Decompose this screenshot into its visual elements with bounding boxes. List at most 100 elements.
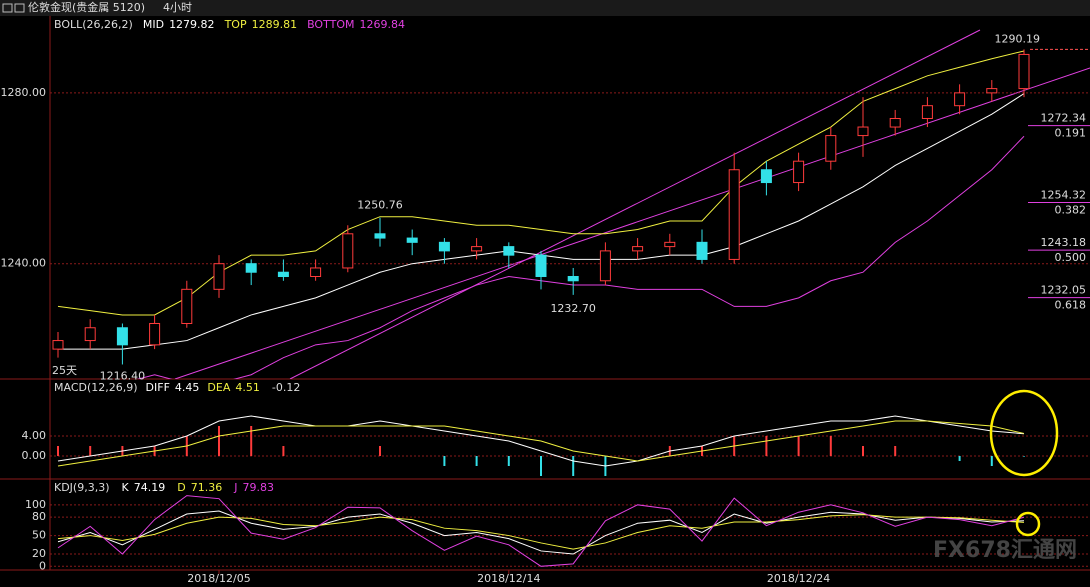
price-annotation: 1250.76 (357, 199, 403, 212)
legend-text: 71.36 (191, 481, 223, 494)
period-label: 25天 (52, 364, 77, 377)
legend-text: 1289.81 (252, 18, 298, 31)
legend-text: 1279.82 (169, 18, 215, 31)
panel (50, 48, 1090, 379)
legend-text: 1269.84 (359, 18, 405, 31)
candle-body (503, 246, 515, 256)
candle-body (374, 233, 386, 239)
legend-text: BOLL(26,26,2) (54, 18, 133, 31)
channel-line (289, 29, 981, 379)
legend-text: K (122, 481, 130, 494)
legend-text: DEA (207, 381, 230, 394)
legend-text: 4.45 (175, 381, 200, 394)
candle-body (1018, 53, 1030, 90)
candle-body (277, 271, 289, 278)
fib-price: 1243.18 (1041, 236, 1087, 249)
legend-text: DIFF (146, 381, 170, 394)
candle-body (728, 169, 740, 260)
legend-text: J (233, 481, 237, 494)
highlight-circle (1015, 511, 1041, 537)
y-tick-label: 4.00 (22, 429, 47, 442)
y-tick-label: 1280.00 (1, 86, 47, 99)
y-tick-label: 50 (32, 529, 46, 542)
candle-body (471, 246, 483, 252)
indicator-line (57, 495, 1025, 567)
candle-body (310, 267, 322, 278)
candle-body (825, 135, 837, 162)
y-tick-label: 1240.00 (1, 257, 47, 270)
x-tick-label: 2018/12/05 (187, 572, 250, 585)
candle-body (213, 263, 225, 290)
legend-text: MACD(12,26,9) (54, 381, 138, 394)
price-annotation: 1290.19 (995, 32, 1041, 45)
y-tick-label: 0 (39, 559, 46, 572)
candle-body (954, 92, 966, 107)
toolbar (0, 0, 1090, 16)
icon[interactable] (2, 3, 13, 13)
x-tick-label: 2018/12/14 (477, 572, 540, 585)
indicator-line (57, 420, 1025, 467)
candle-body (52, 340, 64, 350)
candle-body (181, 288, 193, 324)
legend-text: MID (143, 18, 164, 31)
candle-body (342, 233, 354, 269)
panel-legend: MACD(12,26,9) DIFF 4.45 DEA 4.51 -0.12 (54, 381, 300, 394)
y-tick-label: 100 (25, 498, 46, 511)
candle-body (921, 105, 933, 119)
timeframe[interactable]: 4小时 (163, 1, 192, 14)
plot-layer: 1240.00 1280.00 BOLL(26,26,2) MID 1279.82 TOP… (1, 18, 1090, 585)
legend-text: TOP (224, 18, 247, 31)
indicator-line (57, 514, 1025, 550)
fib-ratio: 0.382 (1055, 204, 1087, 217)
fib-ratio: 0.618 (1055, 299, 1087, 312)
channel-line (174, 67, 1090, 379)
fib-ratio: 0.500 (1055, 251, 1087, 264)
fib-price: 1254.32 (1041, 189, 1087, 202)
candle-body (889, 117, 901, 128)
candle-body (406, 237, 418, 243)
fib-ratio: 0.191 (1055, 127, 1087, 140)
icon[interactable] (14, 3, 25, 13)
candle-body (149, 322, 161, 346)
x-tick-label: 2018/12/24 (767, 572, 830, 585)
candle-body (986, 88, 998, 94)
fib-price: 1272.34 (1041, 112, 1087, 125)
panel-legend: BOLL(26,26,2) MID 1279.82 TOP 1289.81 BOTTOM 1… (54, 18, 405, 31)
legend-text: KDJ(9,3,3) (54, 481, 110, 494)
legend-text: 74.19 (134, 481, 166, 494)
candle-body (599, 250, 611, 282)
candle-body (632, 246, 644, 252)
candle-body (793, 160, 805, 184)
legend-text: D (177, 481, 185, 494)
y-tick-label: 20 (32, 547, 46, 560)
indicator-line (57, 415, 1025, 467)
candle-body (535, 254, 547, 278)
legend-text: -0.12 (272, 381, 300, 394)
candle-body (696, 241, 708, 260)
candle-body (664, 241, 676, 248)
trend-channel (174, 29, 1090, 379)
y-tick-label: 0.00 (22, 449, 47, 462)
indicator-line (58, 93, 1025, 350)
instrument-title: 伦敦金现(贵金属 5120) (28, 0, 145, 14)
candle-body (567, 276, 579, 282)
price-annotation: 1232.70 (550, 302, 596, 315)
highlight-circle (989, 389, 1059, 477)
y-tick-label: 80 (32, 510, 46, 523)
candle-body (438, 241, 450, 252)
candle-body (245, 263, 257, 273)
panel-legend: KDJ(9,3,3) K 74.19 D 71.36 J 79.83 (54, 481, 274, 494)
candle-body (84, 327, 96, 342)
panel (50, 495, 1090, 567)
candle-body (760, 169, 772, 184)
legend-text: 4.51 (235, 381, 260, 394)
indicator-line (57, 510, 1025, 555)
legend-text: BOTTOM (307, 18, 354, 31)
legend-text: 79.83 (242, 481, 274, 494)
candle-body (857, 126, 869, 137)
panel (50, 415, 1090, 476)
watermark: FX678汇通网 (933, 538, 1077, 563)
candle-body (116, 327, 128, 346)
price-annotation: 1216.40 (100, 369, 146, 382)
